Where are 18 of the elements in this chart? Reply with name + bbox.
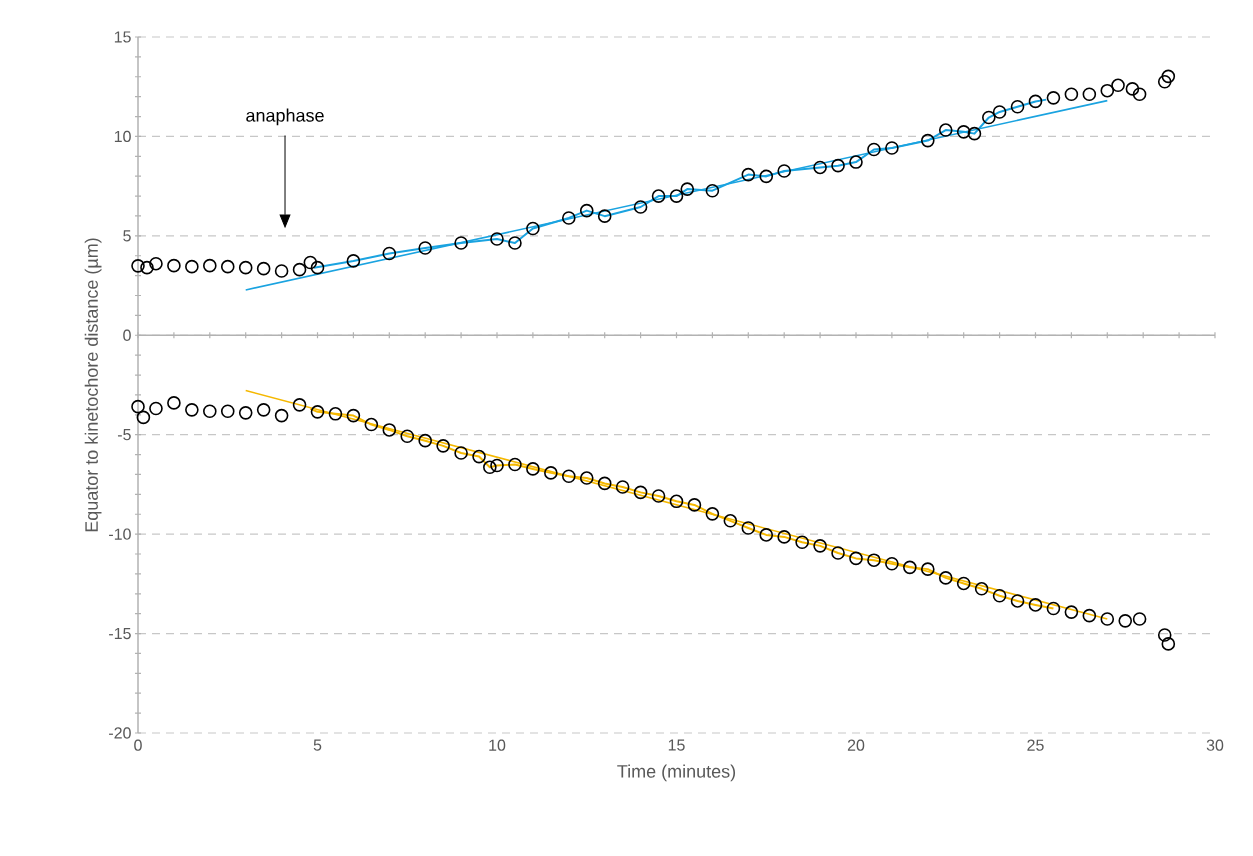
x-tick-label: 0 (134, 739, 142, 751)
y-tick-label: 5 (123, 230, 131, 242)
x-axis-title: Time (minutes) (617, 764, 736, 782)
x-tick-label: 20 (847, 739, 865, 751)
y-tick-label: 15 (114, 31, 131, 43)
x-tick-label: 10 (489, 739, 506, 751)
x-tick-label: 15 (668, 739, 685, 751)
y-tick-label: -20 (109, 727, 131, 739)
y-tick-label: 10 (114, 130, 131, 143)
y-tick-label: -5 (117, 429, 131, 441)
annotation: anaphase (246, 108, 324, 126)
x-tick-label: 5 (313, 739, 322, 751)
y-tick-label: -10 (109, 528, 131, 540)
x-tick-label: 30 (1206, 739, 1224, 751)
y-tick-label: 0 (123, 329, 131, 341)
x-tick-label: 25 (1027, 739, 1044, 751)
y-tick-label: -15 (109, 627, 131, 640)
y-axis-title: Equator to kinetochore distance (µm) (84, 238, 102, 532)
